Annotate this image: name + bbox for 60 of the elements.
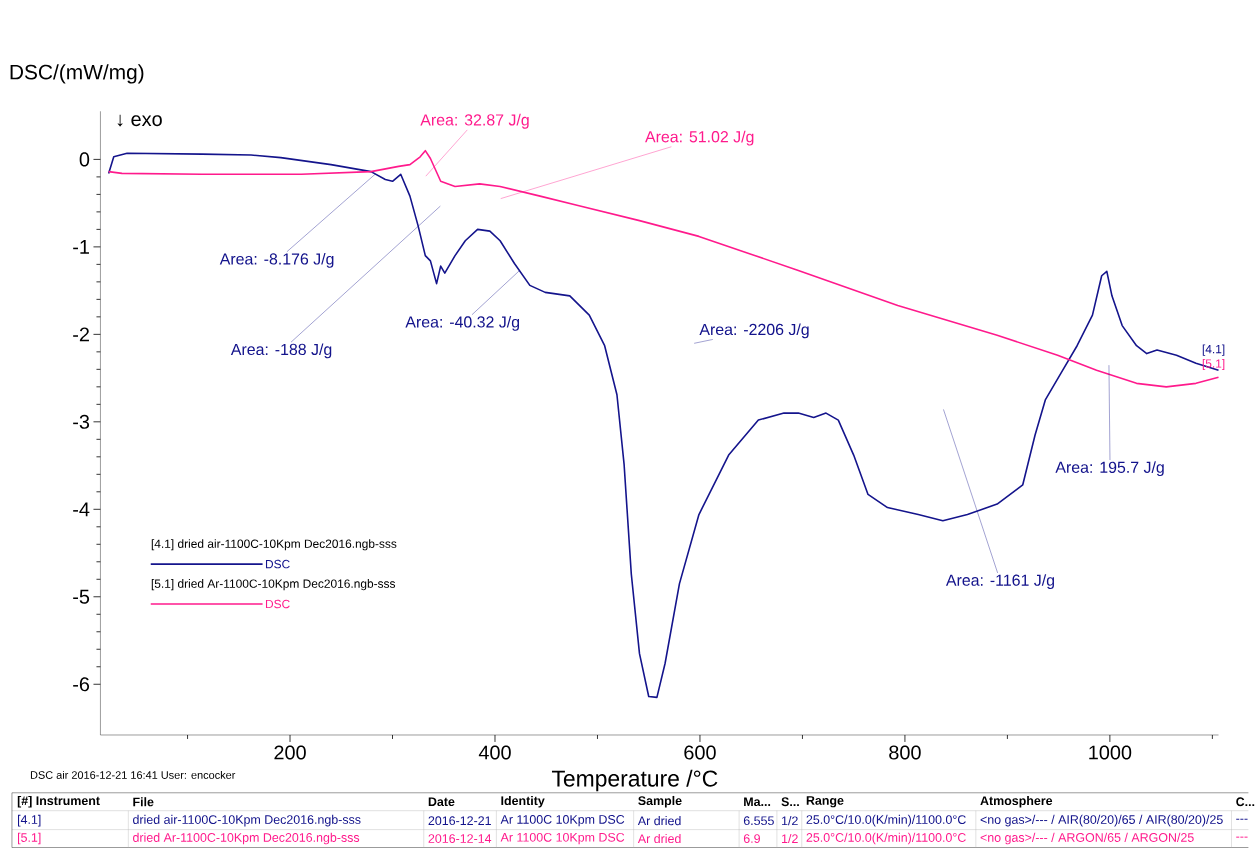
- x-tick-label: 600: [684, 745, 716, 760]
- annotation: Area: -2206 J/g: [699, 323, 809, 339]
- text: dried air-1100C-10Kpm Dec2016.ngb-sss: [133, 814, 361, 827]
- text: 1/2: [782, 815, 798, 825]
- y-tick-label: -2: [73, 327, 89, 342]
- annotation: Area: -40.32 J/g: [405, 315, 520, 331]
- text: C...: [1236, 797, 1255, 806]
- annotation: [5.1]: [1202, 358, 1225, 370]
- annotation: Area: 195.7 J/g: [1055, 461, 1164, 476]
- text: [4.1]: [18, 814, 41, 827]
- text: Range: [806, 795, 844, 808]
- annotation: Area: 51.02 J/g: [645, 130, 754, 146]
- annotation: ↓ exo: [117, 114, 162, 127]
- text: 6.555: [743, 816, 774, 825]
- y-tick-label: -3: [73, 414, 90, 429]
- y-tick-label: -1: [73, 239, 89, 254]
- y-tick-label: -5: [73, 589, 90, 604]
- text: Identity: [501, 795, 545, 808]
- text: 25.0°C/10.0(K/min)/1100.0°C: [806, 814, 966, 827]
- x-tick-label: 1000: [1089, 745, 1132, 760]
- text: 2016-12-14: [428, 833, 492, 843]
- x-tick-label: 800: [889, 745, 921, 760]
- text: Ar 1100C 10Kpm DSC: [500, 832, 625, 844]
- text: <no gas>/--- / AIR(80/20)/65 / AIR(80/20)/25: [980, 814, 1223, 827]
- text: S...: [781, 797, 799, 806]
- y-tick-label: 0: [79, 152, 90, 167]
- text: DSC: [265, 559, 290, 569]
- text: ---: [1236, 836, 1248, 838]
- annotation: [4.1]: [1202, 344, 1225, 356]
- x-tick-label: 200: [274, 745, 306, 760]
- text: [5.1]: [18, 832, 41, 845]
- y-tick-label: -4: [73, 502, 90, 516]
- x-axis-title: Temperature /°C: [551, 769, 718, 791]
- y-axis-title: DSC/(mW/mg): [10, 63, 144, 84]
- text: Ar dried: [637, 815, 681, 825]
- text: Date: [428, 797, 455, 806]
- text: 25.0°C/10.0(K/min)/1100.0°C: [806, 832, 966, 845]
- y-tick-label: -6: [73, 677, 90, 692]
- annotation: Area: -8.176 J/g: [219, 252, 334, 268]
- text: Ar dried: [637, 833, 681, 843]
- annotation: Area: -1161 J/g: [945, 573, 1055, 589]
- text: 2016-12-21: [428, 816, 491, 825]
- text: DSC: [265, 599, 290, 609]
- text: File: [133, 796, 154, 807]
- annotation: Area: 32.87 J/g: [420, 113, 529, 129]
- text: <no gas>/--- / ARGON/65 / ARGON/25: [980, 832, 1194, 845]
- text: dried Ar-1100C-10Kpm Dec2016.ngb-sss: [133, 832, 360, 845]
- annotation: Area: -188 J/g: [230, 343, 332, 358]
- text: Ar 1100C 10Kpm DSC: [500, 814, 625, 827]
- text: Atmosphere: [980, 795, 1053, 808]
- text: [#] Instrument: [17, 795, 100, 808]
- text: 6.9: [743, 833, 760, 843]
- text: Ma...: [744, 797, 771, 806]
- text: Sample: [638, 795, 682, 808]
- x-tick-label: 400: [478, 745, 511, 760]
- annotation: [4.1] dried air-1100C-10Kpm Dec2016.ngb-sss: [151, 538, 397, 551]
- annotation: [5.1] dried Ar-1100C-10Kpm Dec2016.ngb-sss: [151, 578, 396, 591]
- text: 1/2: [782, 833, 798, 843]
- text: DSC air 2016-12-21 16:41 User: encocker: [30, 770, 236, 779]
- text: ---: [1236, 818, 1248, 820]
